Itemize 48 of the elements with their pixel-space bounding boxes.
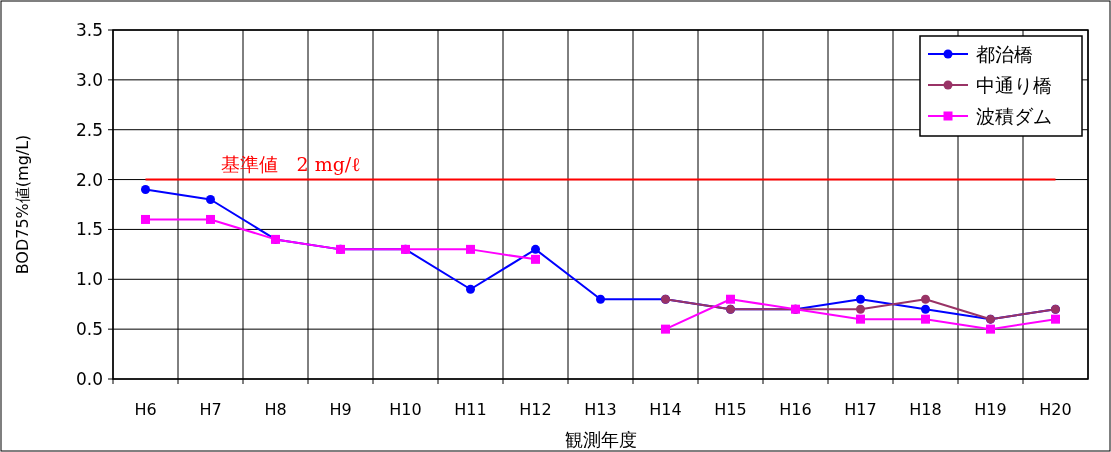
point bbox=[531, 254, 540, 264]
x-tick-label: H18 bbox=[909, 400, 942, 419]
point bbox=[206, 195, 215, 205]
ref-line-label: 基準値 2 mg/ℓ bbox=[220, 152, 361, 175]
point bbox=[986, 324, 995, 334]
x-tick-label: H15 bbox=[714, 400, 747, 419]
x-tick-label: H11 bbox=[454, 400, 487, 419]
point bbox=[921, 314, 930, 324]
y-tick-label: 0.0 bbox=[75, 369, 103, 389]
point bbox=[1051, 314, 1060, 324]
x-tick-label: H9 bbox=[329, 400, 352, 419]
point bbox=[856, 304, 865, 314]
x-tick-label: H7 bbox=[199, 400, 222, 419]
point bbox=[531, 244, 540, 254]
y-tick-label: 3.5 bbox=[75, 20, 103, 40]
y-tick-label: 1.5 bbox=[75, 219, 103, 240]
point bbox=[921, 304, 930, 314]
x-tick-label: H6 bbox=[134, 400, 157, 419]
point bbox=[466, 244, 475, 254]
x-tick-label: H14 bbox=[649, 400, 682, 419]
x-tick-label: H17 bbox=[844, 400, 877, 419]
point bbox=[466, 284, 475, 294]
point bbox=[596, 294, 605, 304]
x-tick-label: H8 bbox=[264, 400, 287, 419]
x-tick-label: H10 bbox=[389, 400, 422, 419]
x-axis-title: 観測年度 bbox=[564, 429, 637, 450]
y-tick-label: 3.0 bbox=[75, 69, 103, 90]
point bbox=[661, 324, 670, 334]
x-tick-label: H20 bbox=[1039, 400, 1072, 419]
y-tick-label: 2.5 bbox=[75, 119, 103, 140]
point bbox=[726, 294, 735, 304]
point bbox=[141, 214, 150, 224]
legend-label: 波積ダム bbox=[976, 105, 1052, 127]
y-tick-label: 1.0 bbox=[75, 269, 103, 290]
x-tick-label: H13 bbox=[584, 400, 617, 419]
point bbox=[856, 294, 865, 304]
legend-label: 都治橋 bbox=[976, 43, 1033, 65]
point bbox=[206, 214, 215, 224]
x-tick-label: H19 bbox=[974, 400, 1007, 419]
point bbox=[856, 314, 865, 324]
y-tick-label: 2.0 bbox=[75, 169, 103, 190]
legend-label: 中通り橋 bbox=[976, 74, 1052, 96]
y-tick-label: 0.5 bbox=[75, 319, 103, 340]
y-axis-title: BOD75%値(mg/L) bbox=[13, 134, 32, 275]
x-tick-label: H12 bbox=[519, 400, 552, 419]
point bbox=[921, 294, 930, 304]
x-tick-label: H16 bbox=[779, 400, 812, 419]
point bbox=[141, 185, 150, 195]
